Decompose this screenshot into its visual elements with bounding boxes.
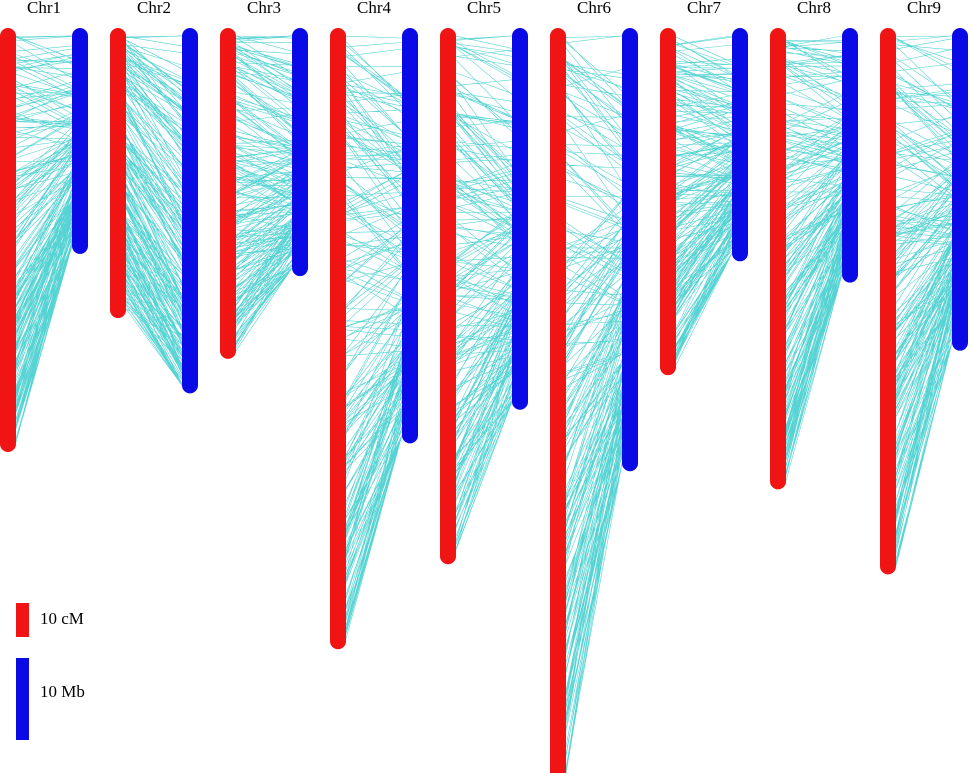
legend-swatch-genetic	[16, 603, 29, 637]
link-bundle	[785, 35, 843, 481]
legend-swatch-physical	[16, 658, 29, 740]
legend-label-genetic: 10 cM	[40, 609, 84, 628]
link-bundle	[235, 35, 293, 351]
chromosome-label: Chr3	[247, 0, 281, 17]
link-bundle	[895, 35, 953, 567]
link-bundle	[455, 35, 513, 551]
chromosome-label: Chr1	[27, 0, 61, 17]
collinearity-links	[15, 35, 953, 773]
chromosome-label: Chr4	[357, 0, 392, 17]
chromosome-bars	[0, 28, 968, 773]
link-bundle	[15, 35, 73, 443]
chromosome-label: Chr8	[797, 0, 831, 17]
legend: 10 cM 10 Mb	[16, 603, 85, 740]
chromosome-label: Chr7	[687, 0, 722, 17]
link-bundle	[675, 35, 733, 366]
link-bundle	[345, 35, 403, 639]
legend-label-physical: 10 Mb	[40, 682, 85, 701]
chromosome-label: Chr5	[467, 0, 501, 17]
link-bundle	[125, 35, 183, 386]
link-bundle	[565, 35, 623, 773]
chromosome-label: Chr6	[577, 0, 611, 17]
chromosome-label: Chr9	[907, 0, 941, 17]
chromosome-label: Chr2	[137, 0, 171, 17]
